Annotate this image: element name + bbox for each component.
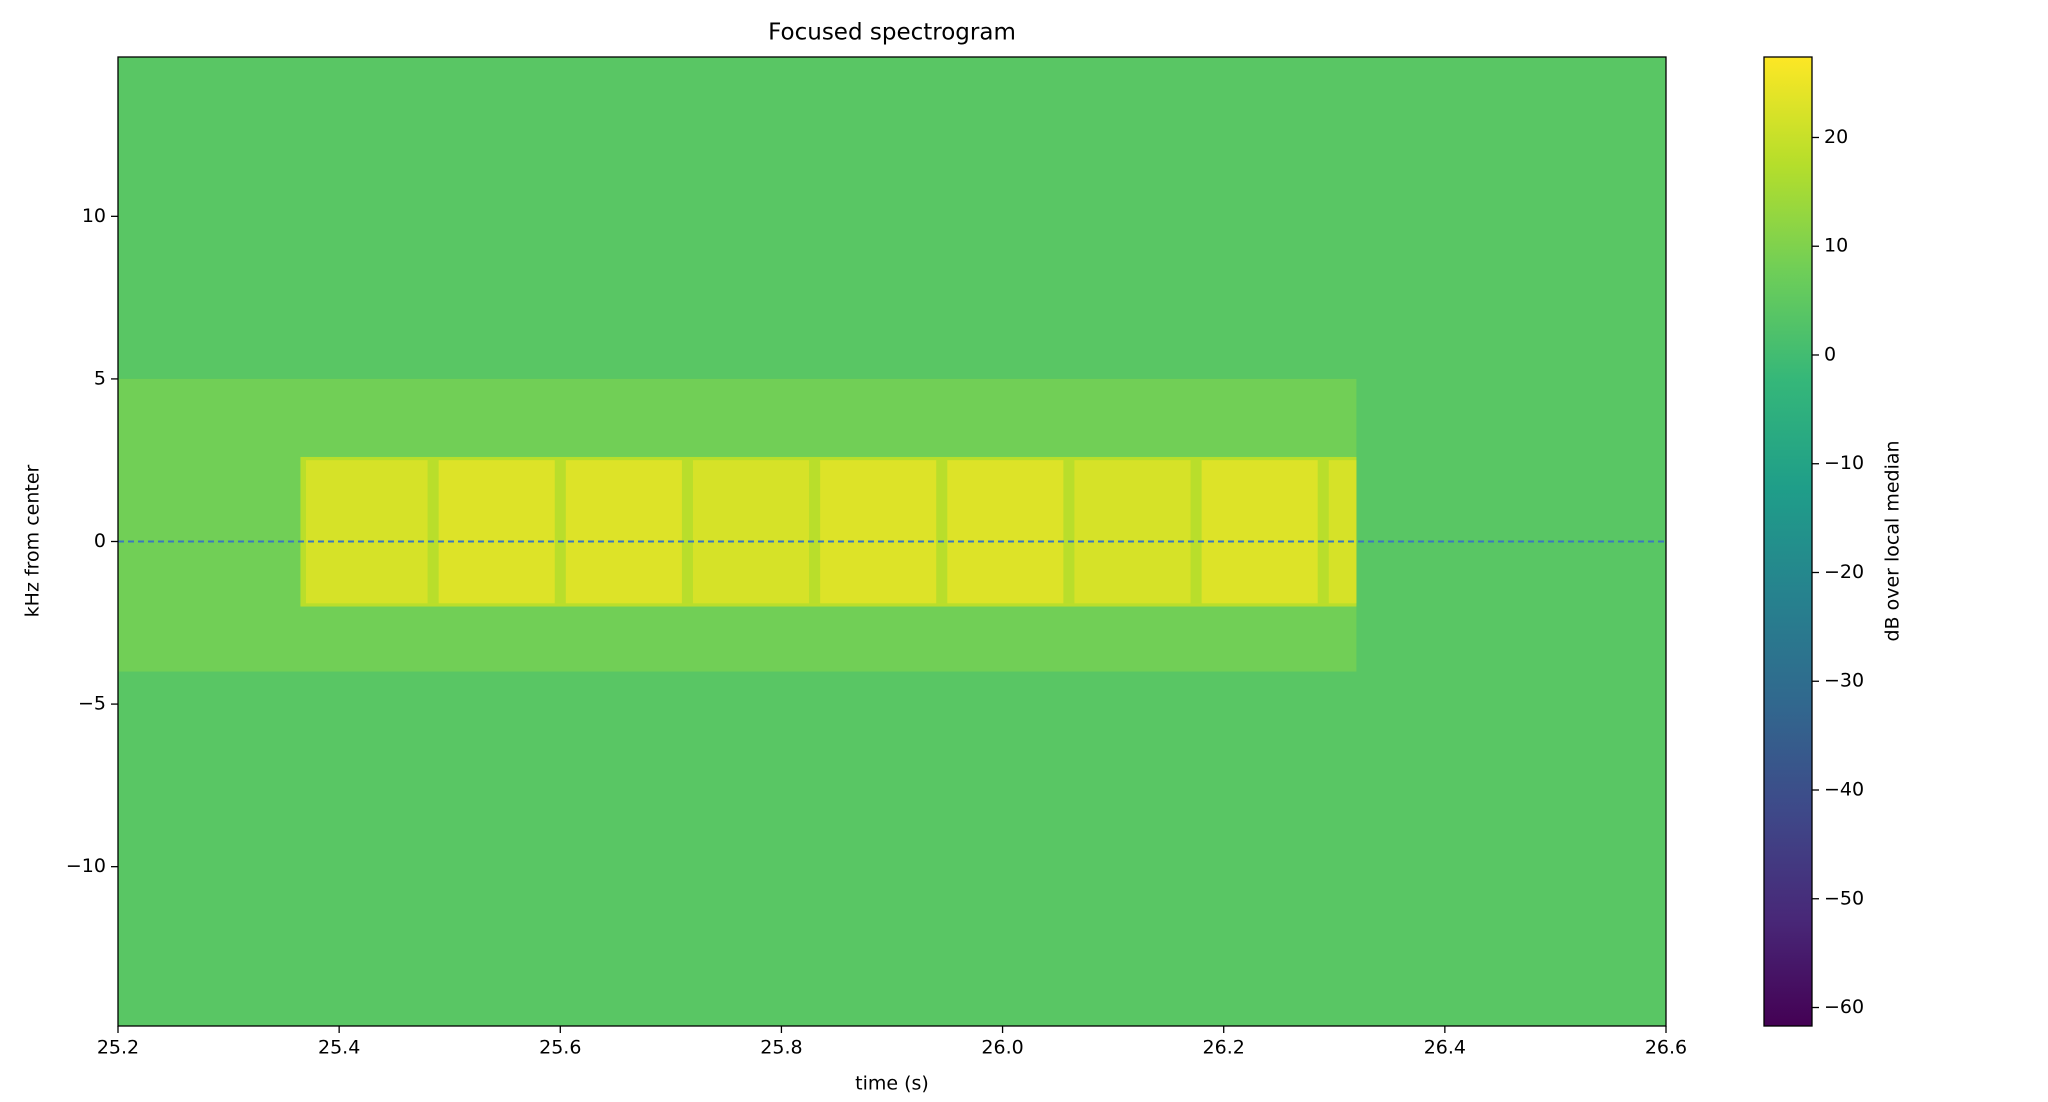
spectrogram (118, 57, 1666, 1026)
x-tick-label: 25.2 (97, 1037, 139, 1059)
x-tick-label: 26.6 (1645, 1037, 1687, 1059)
spectrogram-patch (438, 460, 555, 604)
spectrogram-patch (1328, 460, 1357, 604)
x-tick-label: 26.4 (1424, 1037, 1466, 1059)
spectrogram-patch (305, 460, 428, 604)
x-tick-label: 25.6 (539, 1037, 581, 1059)
colorbar-tick-label: −60 (1824, 996, 1864, 1018)
colorbar (1763, 56, 1813, 1027)
y-tick-label: −5 (78, 693, 106, 715)
spectrogram-patch (1074, 460, 1191, 604)
x-axis-label: time (s) (855, 1073, 929, 1095)
spectrogram-patch (692, 460, 810, 604)
spectrogram-patch (820, 460, 937, 604)
y-tick-label: 10 (82, 205, 106, 227)
colorbar-tick-label: 10 (1824, 235, 1848, 257)
x-tick-label: 26.0 (981, 1037, 1023, 1059)
colorbar-tick-label: −10 (1824, 452, 1864, 474)
y-tick-label: −10 (66, 855, 106, 877)
y-axis-label: kHz from center (22, 464, 44, 617)
colorbar-tick-label: −30 (1824, 670, 1864, 692)
colorbar-tick-label: 20 (1824, 126, 1848, 148)
x-tick-label: 25.8 (760, 1037, 802, 1059)
colorbar-tick-label: −50 (1824, 887, 1864, 909)
spectrogram-patch (947, 460, 1064, 604)
x-tick-label: 25.4 (318, 1037, 360, 1059)
spectrogram-patch (565, 460, 682, 604)
y-tick-label: 5 (94, 367, 106, 389)
colorbar-label: dB over local median (1882, 440, 1904, 641)
y-tick-label: 0 (94, 530, 106, 552)
spectrogram-patch (1201, 460, 1318, 604)
colorbar-tick-label: −40 (1824, 779, 1864, 801)
colorbar-tick-label: −20 (1824, 561, 1864, 583)
x-tick-label: 26.2 (1203, 1037, 1245, 1059)
chart-title: Focused spectrogram (768, 20, 1016, 46)
colorbar-tick-label: 0 (1824, 343, 1836, 365)
